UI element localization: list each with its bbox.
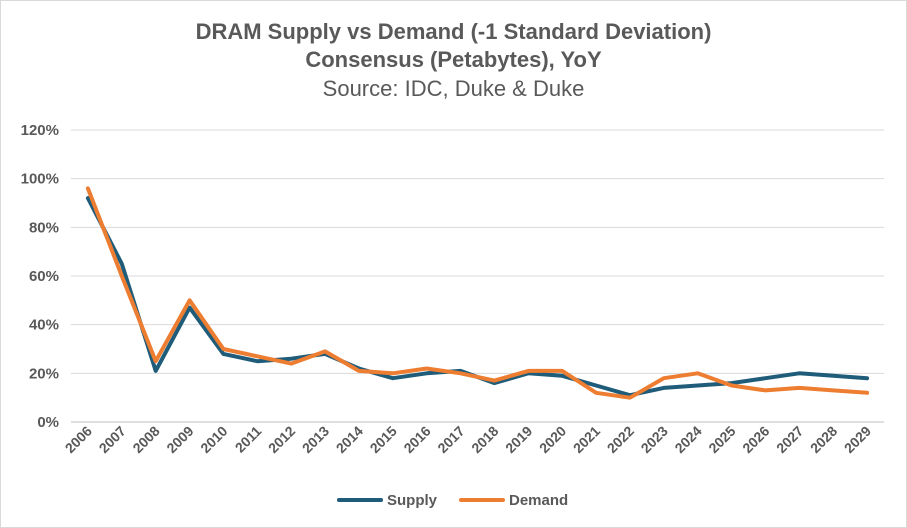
series-lines [85,186,870,400]
x-tick-label: 2010 [197,423,230,456]
x-tick-label: 2023 [638,423,671,456]
legend: Supply Demand [337,492,568,509]
y-tick-label: 20% [29,365,59,382]
x-tick-label: 2016 [400,423,433,456]
x-tick-label: 2021 [570,423,603,456]
x-tick-label: 2028 [807,423,840,456]
series-line-demand [85,186,870,400]
y-tick-label: 120% [21,122,59,139]
chart-title: DRAM Supply vs Demand (-1 Standard Devia… [195,19,712,44]
y-tick-label: 80% [29,219,59,236]
legend-label-demand: Demand [509,492,568,509]
x-tick-label: 2026 [739,423,772,456]
y-tick-label: 60% [29,268,59,285]
x-tick-label: 2014 [333,423,366,456]
x-tick-label: 2013 [299,423,332,456]
x-tick-label: 2020 [536,423,569,456]
chart-subtitle: Consensus (Petabytes), YoY [305,47,602,72]
x-tick-label: 2007 [96,423,129,456]
legend-label-supply: Supply [387,492,438,509]
x-tick-label: 2011 [232,423,265,456]
y-tick-label: 0% [37,414,59,431]
x-tick-label: 2006 [62,423,95,456]
x-axis-ticks: 2006 2007 2008 2009 2010 2011 2012 2013 2014 2015… [62,423,875,456]
x-tick-label: 2027 [773,423,806,456]
x-tick-label: 2012 [265,423,298,456]
x-tick-label: 2019 [502,423,535,456]
x-tick-label: 2017 [434,423,467,456]
x-tick-label: 2018 [468,423,501,456]
y-tick-label: 100% [21,171,59,188]
x-tick-label: 2009 [163,423,196,456]
y-tick-label: 40% [29,317,59,334]
x-tick-label: 2015 [367,423,400,456]
x-tick-label: 2022 [604,423,637,456]
x-tick-label: 2008 [129,423,162,456]
y-axis-ticks: 0% 20% 40% 60% 80% 100% 120% [21,122,59,431]
x-tick-label: 2029 [841,423,874,456]
chart-source: Source: IDC, Duke & Duke [322,76,585,101]
x-tick-label: 2024 [671,423,704,456]
x-tick-label: 2025 [705,423,738,456]
